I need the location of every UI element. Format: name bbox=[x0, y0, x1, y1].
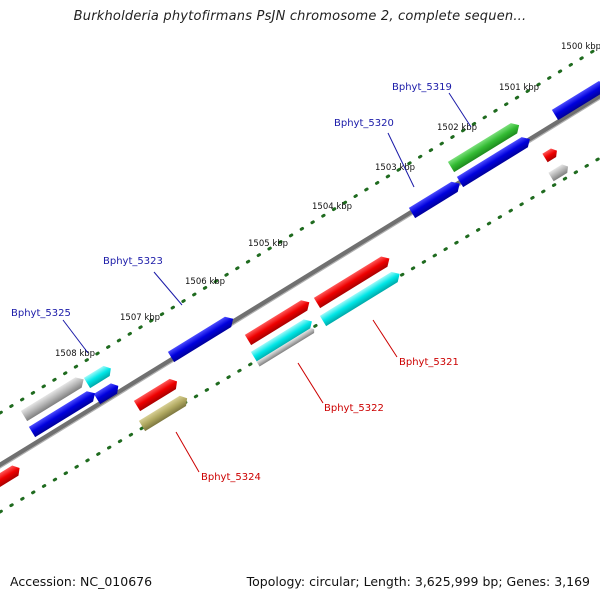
gene-label-bphyt-5320: Bphyt_5320 bbox=[334, 118, 394, 129]
gene-label-bphyt-5325: Bphyt_5325 bbox=[11, 308, 71, 319]
map-title: Burkholderia phytofirmans PsJN chromosom… bbox=[73, 9, 527, 24]
gene-features[interactable] bbox=[0, 78, 600, 488]
gene-arrow[interactable] bbox=[0, 463, 23, 488]
gene-arrow-bphyt-5320[interactable] bbox=[456, 134, 533, 188]
gene-arrow-bphyt-5323[interactable] bbox=[167, 314, 236, 363]
gene-arrow[interactable] bbox=[551, 78, 600, 121]
gene-arrow[interactable] bbox=[133, 376, 180, 412]
tick-label: 1501 kbp bbox=[499, 83, 539, 93]
tick-label: 1508 kbp bbox=[55, 349, 95, 359]
tick-label: 1500 kbp bbox=[561, 42, 600, 52]
tick-label: 1506 kbp bbox=[185, 277, 225, 287]
gene-arrow[interactable] bbox=[256, 327, 315, 367]
gene-labels: Bphyt_5319 Bphyt_5320 Bphyt_5321 Bphyt_5… bbox=[11, 82, 459, 483]
gene-arrow[interactable] bbox=[542, 146, 559, 163]
tick-label: 1505 kbp bbox=[248, 239, 288, 249]
gene-label-bphyt-5319: Bphyt_5319 bbox=[392, 82, 452, 93]
gene-arrow[interactable] bbox=[93, 381, 122, 405]
gene-label-bphyt-5324: Bphyt_5324 bbox=[201, 472, 261, 483]
tick-label: 1507 kbp bbox=[120, 313, 160, 323]
gene-arrow[interactable] bbox=[548, 162, 570, 182]
callout-lines bbox=[62, 92, 472, 473]
tick-label: 1502 kbp bbox=[437, 123, 477, 133]
genome-stats-text: Topology: circular; Length: 3,625,999 bp… bbox=[246, 574, 590, 589]
gene-arrow[interactable] bbox=[20, 374, 87, 422]
accession-text: Accession: NC_010676 bbox=[10, 574, 153, 589]
gene-arrow-bphyt-5324[interactable] bbox=[138, 393, 190, 432]
gene-arrow-bphyt-5321[interactable] bbox=[319, 269, 403, 327]
gene-arrow-bphyt-5319[interactable] bbox=[447, 120, 522, 173]
gene-label-bphyt-5323: Bphyt_5323 bbox=[103, 256, 163, 267]
gene-label-bphyt-5322: Bphyt_5322 bbox=[324, 403, 384, 414]
gene-arrow-bphyt-5325[interactable] bbox=[83, 363, 114, 389]
gene-arrow[interactable] bbox=[408, 179, 463, 219]
tick-label: 1504 kbp bbox=[312, 202, 352, 212]
gene-arrow[interactable] bbox=[313, 253, 393, 309]
tick-labels: 1500 kbp 1501 kbp 1502 kbp 1503 kbp 1504… bbox=[55, 42, 600, 359]
gene-arrow[interactable] bbox=[244, 297, 313, 346]
scale-ring-outer bbox=[0, 45, 600, 415]
gene-label-bphyt-5321: Bphyt_5321 bbox=[399, 357, 459, 368]
scale-ring-inner bbox=[0, 156, 600, 514]
gene-arrow[interactable] bbox=[28, 388, 98, 438]
tick-label: 1503 kbp bbox=[375, 163, 415, 173]
gene-arrow-bphyt-5322[interactable] bbox=[250, 316, 315, 363]
